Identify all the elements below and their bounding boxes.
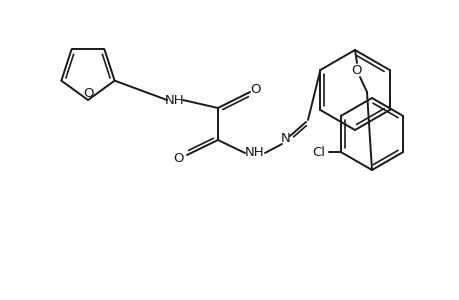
Text: NH: NH (165, 94, 185, 106)
Text: Cl: Cl (311, 146, 324, 158)
Text: NH: NH (245, 146, 264, 160)
Text: O: O (250, 82, 261, 95)
Text: O: O (174, 152, 184, 166)
Text: N: N (280, 131, 290, 145)
Text: O: O (351, 64, 362, 76)
Text: O: O (84, 86, 94, 100)
